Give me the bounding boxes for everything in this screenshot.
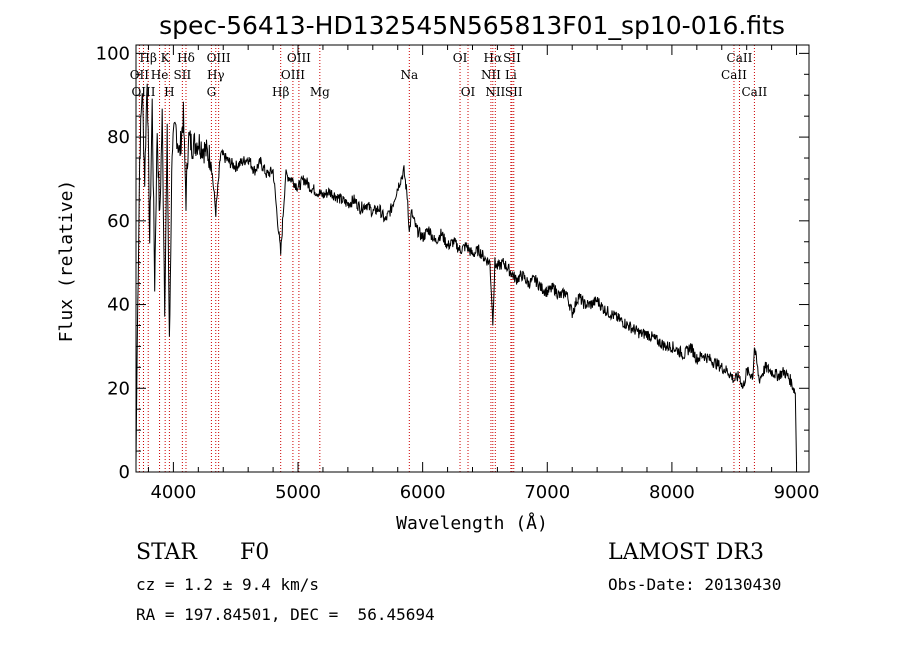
survey-name: LAMOST DR3 <box>608 540 764 565</box>
spectral-line-label: Li <box>505 68 517 82</box>
x-tick-label: 4000 <box>150 482 196 503</box>
spectral-line-label: Hβ <box>272 85 289 99</box>
spectral-line-label: CaII <box>721 68 747 82</box>
coordinates: RA = 197.84501, DEC = 56.45694 <box>136 605 435 624</box>
spectral-line-label: OI <box>453 51 468 65</box>
spectral-line-label: He <box>151 68 169 82</box>
spectral-line-label: OI <box>461 85 476 99</box>
chart-title: spec-56413-HD132545N565813F01_sp10-016.f… <box>159 11 785 40</box>
spectrum-series-line <box>135 83 797 464</box>
spectral-line-label: G <box>207 85 217 99</box>
spectral-line-label: CaII <box>727 51 753 65</box>
x-tick-label: 6000 <box>400 482 446 503</box>
spectral-line-label: Hα <box>484 51 503 65</box>
x-tick-label: 9000 <box>774 482 820 503</box>
spectral-line-label: OIII <box>131 85 155 99</box>
y-tick-label: 0 <box>119 462 130 483</box>
spectral-line-label: NII <box>481 68 501 82</box>
y-axis-label: Flux (relative) <box>56 180 77 343</box>
observation-date: Obs-Date: 20130430 <box>608 575 782 594</box>
object-class: STAR <box>136 540 197 565</box>
spectral-line-label: NII <box>485 85 505 99</box>
plot-frame <box>135 44 810 473</box>
object-subclass: F0 <box>240 540 270 565</box>
spectral-line-label: Hγ <box>207 68 225 82</box>
x-tick-label: 8000 <box>649 482 695 503</box>
redshift-velocity: cz = 1.2 ± 9.4 km/s <box>136 575 320 594</box>
spectral-line-label: OIII <box>281 68 305 82</box>
y-tick-label: 100 <box>96 43 130 64</box>
spectral-line-label: OII <box>130 68 150 82</box>
spectral-line-label: OIII <box>287 51 311 65</box>
y-tick-label: 80 <box>107 127 130 148</box>
spectral-line-label: H <box>164 85 174 99</box>
x-tick-label: 7000 <box>524 482 570 503</box>
spectral-line-label: OIII <box>207 51 231 65</box>
y-tick-label: 20 <box>107 378 130 399</box>
spectral-line-label: K <box>161 51 171 65</box>
spectral-line-label: Mg <box>310 85 330 99</box>
spectral-line-label: SII <box>174 68 192 82</box>
spectral-line-label: SII <box>503 51 521 65</box>
spectral-line-label: SII <box>505 85 523 99</box>
y-tick-label: 40 <box>107 295 130 316</box>
spectral-line-label: Na <box>400 68 418 82</box>
x-tick-label: 5000 <box>275 482 321 503</box>
spectral-line-label: CaII <box>741 85 767 99</box>
axes: 4000 5000 6000 7000 8000 9000 0 20 40 60 80 100 <box>96 43 820 503</box>
spectral-line-label: Hδ <box>177 51 195 65</box>
y-tick-label: 60 <box>107 211 130 232</box>
x-axis-label: Wavelength (Å) <box>396 512 548 534</box>
